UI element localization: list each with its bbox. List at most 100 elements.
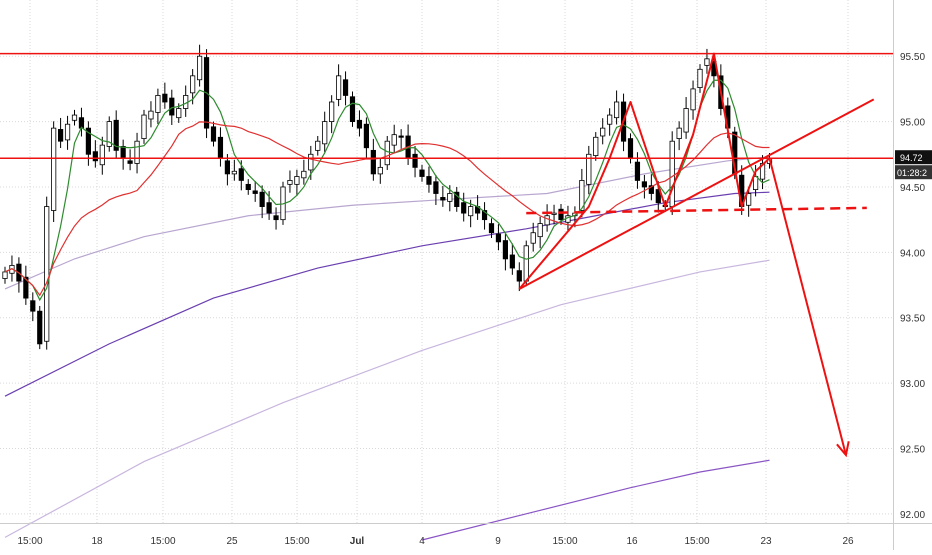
- x-axis: 15:00 18 15:00 25 15:00 Jul 4 9 15:00 16 15:00 23 26: [0, 523, 932, 547]
- countdown-label: 01:28:2: [897, 168, 927, 178]
- candle: [106, 121, 112, 147]
- candle: [224, 160, 230, 175]
- moving-averages: [4, 79, 770, 302]
- x-tick-label: 18: [91, 536, 103, 547]
- slow-moving-averages: [4, 156, 770, 541]
- y-axis: 92.00 92.50 93.00 93.50 94.00 94.50 95.00 95.50: [893, 0, 925, 550]
- candle: [329, 101, 335, 122]
- candle: [37, 310, 43, 345]
- candle: [141, 114, 147, 139]
- candle: [71, 114, 78, 121]
- y-tick-label: 95.00: [900, 118, 925, 129]
- candle: [537, 223, 543, 238]
- candle: [454, 191, 460, 207]
- candle: [231, 170, 237, 175]
- x-tick-label: 15:00: [150, 536, 175, 547]
- candle: [586, 153, 592, 185]
- candle: [134, 140, 140, 164]
- x-tick-label: 26: [842, 536, 854, 547]
- candle: [690, 88, 696, 111]
- y-tick-label: 92.00: [900, 510, 925, 521]
- pattern-line: [518, 52, 847, 456]
- candle: [600, 127, 606, 137]
- moving-average-line: [4, 121, 770, 297]
- y-tick-label: 94.00: [900, 248, 925, 259]
- candle: [544, 215, 550, 226]
- candle: [551, 212, 557, 215]
- candle: [509, 254, 515, 269]
- candle: [530, 232, 536, 244]
- candle: [176, 108, 182, 119]
- candle: [315, 140, 321, 151]
- candle: [440, 197, 446, 201]
- candle: [349, 96, 356, 122]
- candle: [627, 138, 634, 159]
- candle: [252, 190, 258, 194]
- candle: [113, 119, 119, 151]
- candle: [169, 97, 175, 116]
- candle: [697, 68, 703, 89]
- candle: [273, 215, 279, 221]
- last-price-tag: [895, 150, 932, 165]
- moving-average-line: [421, 459, 770, 541]
- grid: [0, 0, 893, 523]
- x-tick-label: 15:00: [284, 536, 309, 547]
- x-tick-label: 23: [760, 536, 772, 547]
- candle: [294, 176, 300, 185]
- candle: [335, 75, 342, 100]
- candle: [301, 170, 307, 179]
- candle: [384, 140, 390, 166]
- candle: [30, 300, 36, 312]
- candle: [502, 240, 509, 260]
- candle: [419, 169, 425, 177]
- drawings: [0, 52, 893, 458]
- y-tick-label: 93.00: [900, 379, 925, 390]
- x-tick-label: Jul: [350, 536, 365, 547]
- candle: [217, 136, 224, 159]
- candle: [155, 95, 161, 113]
- candle: [607, 114, 613, 125]
- candle: [308, 153, 314, 171]
- candle: [259, 191, 265, 207]
- candle: [287, 180, 293, 185]
- candle: [593, 136, 599, 156]
- candle: [266, 202, 272, 214]
- countdown-tag: [895, 165, 932, 180]
- candle: [190, 75, 196, 94]
- x-tick-label: 9: [495, 536, 501, 547]
- candle: [516, 270, 522, 282]
- candle: [461, 202, 467, 214]
- candle: [44, 206, 50, 342]
- y-tick-label: 95.50: [900, 52, 925, 63]
- candle: [704, 58, 710, 66]
- candle: [676, 127, 682, 139]
- candle: [363, 123, 370, 149]
- candle: [196, 55, 203, 81]
- candle: [614, 101, 620, 119]
- x-tick-label: 4: [419, 536, 425, 547]
- candle: [377, 166, 383, 175]
- candle: [64, 123, 71, 141]
- y-tick-label: 94.50: [900, 183, 925, 194]
- candle: [92, 151, 98, 162]
- candle: [481, 210, 488, 221]
- candle: [370, 149, 376, 175]
- candle: [558, 208, 564, 221]
- x-tick-label: 25: [226, 536, 238, 547]
- x-tick-label: 15:00: [17, 536, 42, 547]
- candle: [2, 271, 8, 279]
- last-price-label: 94.72: [900, 153, 923, 163]
- y-tick-label: 93.50: [900, 314, 925, 325]
- candle: [356, 119, 363, 129]
- candle: [468, 206, 474, 217]
- candle: [391, 134, 397, 146]
- candle: [433, 181, 439, 194]
- moving-average-line: [4, 79, 770, 302]
- moving-average-line: [4, 259, 770, 538]
- candle: [655, 189, 661, 204]
- candle: [398, 135, 404, 138]
- trendline: [518, 98, 875, 290]
- candle: [426, 176, 432, 185]
